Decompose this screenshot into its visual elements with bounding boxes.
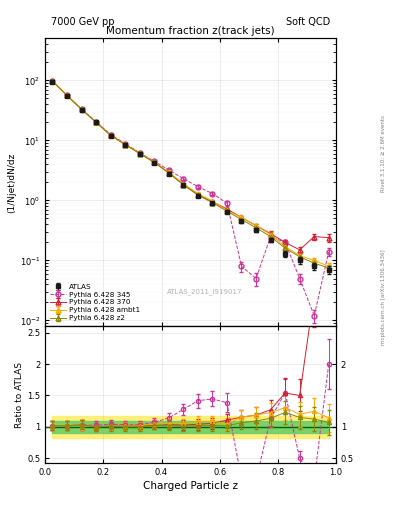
Y-axis label: Ratio to ATLAS: Ratio to ATLAS bbox=[15, 362, 24, 428]
Y-axis label: (1/Njet)dN/dz: (1/Njet)dN/dz bbox=[8, 152, 17, 212]
Text: Soft QCD: Soft QCD bbox=[286, 17, 330, 27]
Text: ATLAS_2011_I919017: ATLAS_2011_I919017 bbox=[167, 288, 243, 295]
Title: Momentum fraction z(track jets): Momentum fraction z(track jets) bbox=[106, 26, 275, 36]
Legend: ATLAS, Pythia 6.428 345, Pythia 6.428 370, Pythia 6.428 ambt1, Pythia 6.428 z2: ATLAS, Pythia 6.428 345, Pythia 6.428 37… bbox=[49, 282, 141, 323]
Text: mcplots.cern.ch [arXiv:1306.3436]: mcplots.cern.ch [arXiv:1306.3436] bbox=[381, 249, 386, 345]
Text: 7000 GeV pp: 7000 GeV pp bbox=[51, 17, 114, 27]
X-axis label: Charged Particle z: Charged Particle z bbox=[143, 481, 238, 492]
Text: Rivet 3.1.10; ≥ 2.6M events: Rivet 3.1.10; ≥ 2.6M events bbox=[381, 115, 386, 192]
